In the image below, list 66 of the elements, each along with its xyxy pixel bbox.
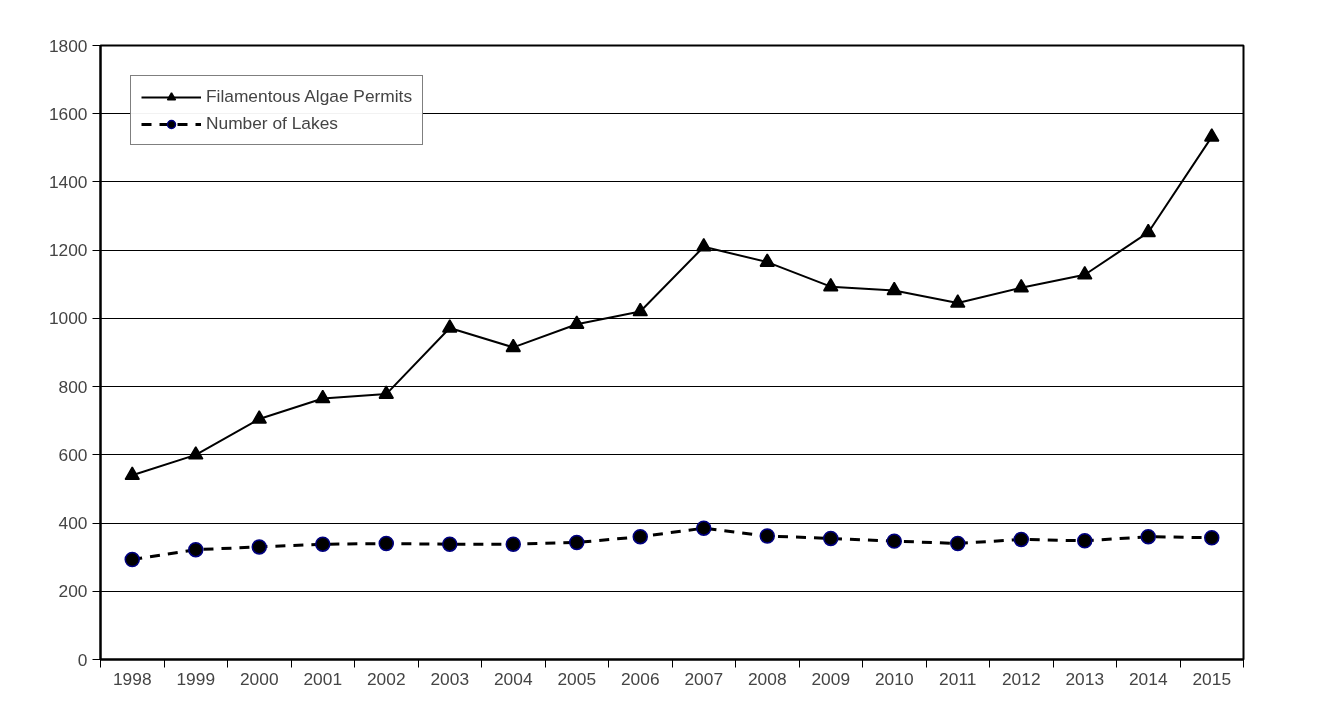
point (1140, 528, 1156, 545)
x-tick-label: 2000 (239, 668, 279, 689)
point (124, 466, 140, 481)
point (632, 302, 648, 317)
y-tick-label: 0 (77, 649, 88, 670)
point (569, 534, 585, 551)
x-tick-label: 2015 (1192, 668, 1232, 689)
point (251, 410, 267, 424)
legend-label: Number of Lakes (206, 113, 338, 134)
x-tick-label: 2001 (303, 668, 343, 689)
point (759, 528, 775, 544)
point (950, 294, 966, 308)
point (696, 237, 712, 252)
x-tick-label: 2013 (1065, 668, 1105, 689)
point (315, 389, 331, 404)
y-tick-label: 400 (58, 513, 88, 534)
x-tick-label: 2012 (1001, 668, 1041, 689)
legend-label: Filamentous Algae Permits (206, 86, 413, 107)
point (442, 319, 458, 333)
x-tick-label: 1998 (112, 668, 152, 689)
x-tick-label: 1999 (176, 668, 216, 689)
point (759, 253, 775, 267)
x-tick-label: 2004 (493, 668, 533, 689)
point (1077, 265, 1093, 280)
point (124, 551, 140, 568)
y-tick-label: 600 (58, 444, 88, 465)
x-tick-label: 2010 (874, 668, 914, 689)
point (1140, 223, 1156, 238)
point (823, 277, 839, 292)
point (696, 520, 712, 536)
x-tick-label: 2007 (684, 668, 724, 689)
y-tick-label: 1400 (48, 171, 88, 192)
point (950, 535, 966, 552)
y-tick-label: 800 (58, 376, 88, 397)
x-tick-label: 2014 (1128, 668, 1168, 689)
point (188, 541, 204, 558)
x-tick-label: 2005 (557, 668, 597, 689)
point (442, 536, 458, 552)
point (1013, 531, 1029, 548)
y-tick-label: 1600 (48, 103, 88, 124)
point (315, 536, 331, 552)
x-tick-label: 2006 (620, 668, 660, 689)
y-tick-label: 1200 (48, 240, 88, 261)
point (1077, 533, 1093, 549)
point (378, 535, 394, 552)
y-tick-label: 200 (58, 581, 88, 602)
x-tick-label: 2009 (811, 668, 851, 689)
point (632, 528, 648, 545)
point (505, 338, 521, 353)
x-tick-label: 2003 (430, 668, 470, 689)
x-tick-label: 2011 (939, 668, 977, 689)
point (886, 533, 902, 549)
y-tick-label: 1800 (48, 35, 88, 56)
point (1204, 128, 1220, 142)
x-tick-label: 2008 (747, 668, 787, 689)
point (378, 385, 394, 399)
point (886, 281, 902, 296)
point (505, 536, 521, 552)
point (569, 315, 585, 329)
x-tick-label: 2002 (366, 668, 406, 689)
point (823, 530, 839, 547)
point (188, 446, 204, 460)
point (1013, 278, 1029, 293)
point (1204, 529, 1220, 546)
point (251, 539, 267, 555)
y-tick-label: 1000 (48, 308, 88, 329)
